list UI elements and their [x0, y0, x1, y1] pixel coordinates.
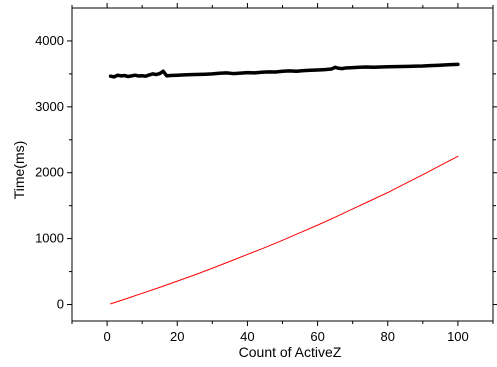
x-tick-label: 0	[103, 329, 110, 344]
series-lines	[108, 62, 460, 305]
series-line-1	[108, 62, 460, 79]
plot-frame	[71, 7, 494, 322]
x-tick-label: 40	[240, 329, 254, 344]
x-tick-label: 80	[381, 329, 395, 344]
y-tick-label: 4000	[35, 33, 64, 48]
y-tick-label: 1000	[35, 231, 64, 246]
y-tick-label: 0	[57, 297, 64, 312]
y-axis-label: Time(ms)	[11, 141, 27, 200]
x-tick-label: 60	[310, 329, 324, 344]
x-tick-label: 100	[447, 329, 469, 344]
y-tick-label: 2000	[35, 165, 64, 180]
x-tick-label: 20	[170, 329, 184, 344]
x-axis-label: Count of ActiveZ	[239, 344, 342, 360]
y-tick-label: 3000	[35, 99, 64, 114]
series-line-2	[110, 155, 459, 305]
